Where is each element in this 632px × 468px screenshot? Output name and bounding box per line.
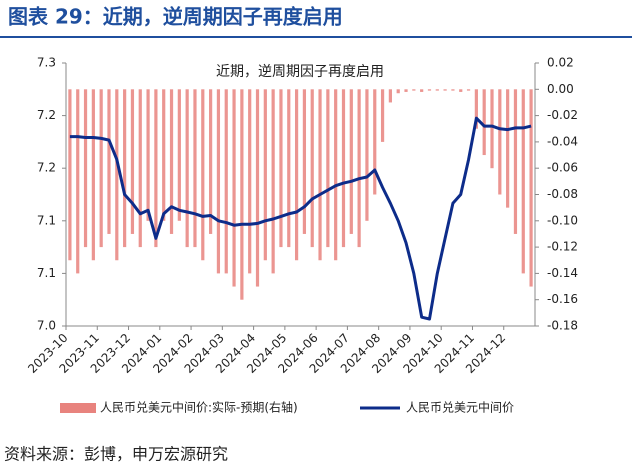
- bar: [380, 89, 385, 142]
- bar: [154, 89, 158, 248]
- bar: [287, 89, 291, 248]
- bar: [420, 89, 424, 92]
- y-tick-label: 7.2: [37, 161, 56, 175]
- bar: [318, 89, 322, 261]
- bar: [123, 89, 127, 248]
- bar: [529, 89, 533, 287]
- bar: [302, 89, 307, 234]
- bar: [412, 89, 416, 91]
- bar: [443, 89, 447, 91]
- y2-tick-label: 0.02: [547, 56, 574, 70]
- y2-tick-label: -0.18: [547, 319, 578, 333]
- bar: [373, 89, 377, 195]
- bar: [224, 89, 228, 274]
- bar: [177, 89, 181, 221]
- bar: [255, 89, 260, 287]
- y-tick-label: 7.1: [37, 266, 56, 280]
- chart-subtitle: 近期，逆周期因子再度启用: [216, 64, 384, 80]
- y2-tick-label: -0.14: [547, 266, 578, 280]
- bar: [506, 89, 510, 208]
- y-tick-label: 7.1: [37, 213, 56, 227]
- bar: [185, 89, 189, 248]
- bar: [490, 89, 494, 169]
- bar: [107, 89, 111, 234]
- bar: [498, 89, 502, 195]
- bar: [91, 89, 95, 261]
- bar: [216, 89, 221, 274]
- bar: [209, 89, 213, 234]
- bar: [99, 89, 103, 248]
- bar: [451, 89, 455, 91]
- y2-tick-label: -0.16: [547, 292, 578, 306]
- bar: [193, 89, 197, 248]
- y2-tick-label: 0.00: [547, 82, 574, 96]
- bar: [334, 89, 338, 261]
- line: [69, 116, 532, 321]
- bar: [404, 89, 408, 92]
- y-tick-label: 7.0: [37, 319, 56, 333]
- bar: [466, 89, 471, 91]
- legend-label: 人民币兑美元中间价: [406, 400, 514, 415]
- bar: [138, 89, 142, 248]
- bar: [365, 89, 369, 221]
- bar: [115, 89, 119, 261]
- y2-tick-label: -0.12: [547, 240, 578, 254]
- bar: [76, 89, 80, 274]
- y2-tick-label: -0.06: [547, 161, 578, 175]
- legend-label: 人民币兑美元中间价:实际-预期(右轴): [100, 400, 298, 415]
- bar: [310, 89, 314, 248]
- bar: [396, 89, 400, 94]
- y-tick-label: 7.3: [37, 56, 56, 70]
- bar: [427, 89, 432, 91]
- source: 资料来源：彭博，申万宏源研究: [4, 445, 228, 464]
- bar: [279, 89, 283, 248]
- bar: [271, 89, 275, 274]
- bar: [459, 89, 463, 92]
- y2-tick-label: -0.08: [547, 187, 578, 201]
- chart-title: 图表 29：近期，逆周期因子再度启用: [8, 5, 343, 29]
- bar: [357, 89, 361, 248]
- bar: [240, 89, 244, 300]
- bar: [146, 89, 150, 221]
- y2-tick-label: -0.02: [547, 108, 578, 122]
- bar: [130, 89, 135, 234]
- bar: [232, 89, 236, 287]
- bar: [388, 89, 392, 103]
- bar: [513, 89, 518, 234]
- bar: [349, 89, 353, 234]
- bar: [201, 89, 205, 261]
- bar: [162, 89, 166, 221]
- legend-swatch: [60, 403, 96, 413]
- bar: [341, 89, 346, 248]
- bar: [326, 89, 330, 248]
- bar: [294, 89, 299, 261]
- bar: [83, 89, 88, 248]
- bar: [169, 89, 174, 234]
- bar: [482, 89, 486, 156]
- y2-tick-label: -0.10: [547, 213, 578, 227]
- bar: [435, 89, 439, 91]
- bar: [474, 89, 478, 129]
- bar: [68, 89, 72, 261]
- bar: [263, 89, 267, 261]
- y-tick-label: 7.2: [37, 108, 56, 122]
- bar: [521, 89, 525, 274]
- bar: [248, 89, 252, 274]
- y2-tick-label: -0.04: [547, 134, 578, 148]
